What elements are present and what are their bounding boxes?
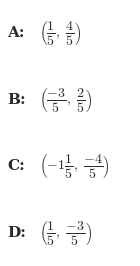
Text: A:: A:	[7, 26, 24, 40]
Text: $\left(\dfrac{1}{5},\ \dfrac{4}{5}\right)$: $\left(\dfrac{1}{5},\ \dfrac{4}{5}\right…	[39, 19, 82, 47]
Text: C:: C:	[7, 159, 25, 173]
Text: $\left(\dfrac{1}{5},\ \dfrac{-3}{5}\right)$: $\left(\dfrac{1}{5},\ \dfrac{-3}{5}\righ…	[39, 219, 92, 247]
Text: $\left(-1\dfrac{1}{5},\ \dfrac{-4}{5}\right)$: $\left(-1\dfrac{1}{5},\ \dfrac{-4}{5}\ri…	[39, 152, 110, 180]
Text: D:: D:	[7, 226, 26, 240]
Text: B:: B:	[7, 93, 26, 107]
Text: $\left(\dfrac{-3}{5},\ \dfrac{2}{5}\right)$: $\left(\dfrac{-3}{5},\ \dfrac{2}{5}\righ…	[39, 86, 92, 114]
